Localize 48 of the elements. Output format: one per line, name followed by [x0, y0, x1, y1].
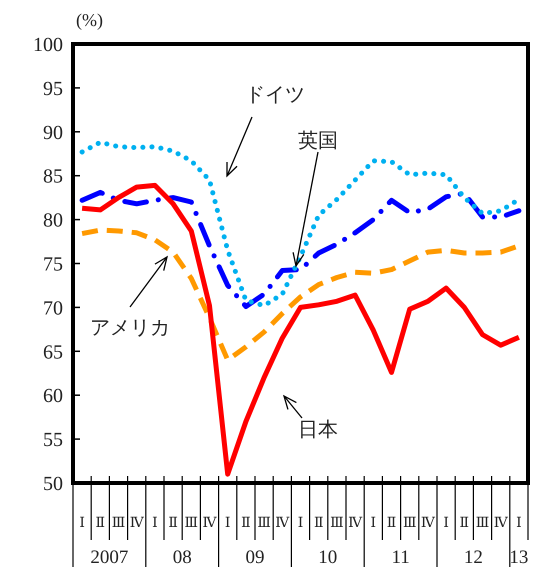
x-tick-label: Ⅱ	[168, 516, 178, 531]
x-tick-label: Ⅰ	[516, 516, 522, 531]
y-axis-title: (%)	[76, 10, 103, 30]
x-tick-label: Ⅳ	[130, 516, 145, 531]
y-tick-label: 80	[43, 210, 63, 232]
x-tick-label: Ⅱ	[386, 516, 396, 531]
y-tick-label: 70	[43, 297, 63, 320]
text: 英国	[298, 130, 338, 152]
x-tick-label: Ⅲ	[330, 516, 344, 531]
x-tick-label: Ⅰ	[443, 516, 449, 531]
y-tick-label: 85	[43, 166, 63, 188]
x-tick-label: Ⅱ	[314, 516, 324, 531]
x-tick-label: Ⅲ	[184, 516, 198, 531]
x-tick-label: Ⅳ	[202, 516, 218, 531]
x-tick-label: Ⅰ	[224, 516, 230, 531]
x-tick-label: Ⅳ	[494, 516, 509, 531]
y-tick-label: 55	[43, 429, 63, 452]
series-label: アメリカ	[90, 317, 170, 339]
x-tick-label: Ⅳ	[275, 516, 290, 531]
x-tick-label: Ⅲ	[476, 516, 490, 531]
x-tick-label: Ⅱ	[460, 516, 470, 531]
text: 10	[318, 547, 338, 567]
y-tick-label: 100	[33, 34, 63, 56]
x-tick-label: Ⅲ	[112, 516, 126, 531]
y-tick-label: 95	[43, 78, 63, 100]
y-tick-label: 50	[43, 473, 63, 495]
x-tick-label: Ⅲ	[402, 516, 416, 531]
text: 08	[172, 547, 192, 567]
text: 11	[391, 547, 410, 567]
y-tick-label: 90	[43, 122, 63, 144]
x-tick-label: Ⅱ	[241, 516, 251, 531]
x-tick-label: Ⅳ	[420, 516, 436, 531]
text: 12	[464, 547, 483, 567]
text: 2007	[90, 547, 128, 567]
text: ドイツ	[245, 84, 305, 106]
x-tick-label: Ⅰ	[298, 516, 304, 531]
x-tick-label: Ⅳ	[348, 516, 364, 531]
y-tick-label: 65	[43, 341, 63, 364]
x-tick-label: Ⅲ	[257, 516, 271, 531]
y-tick-label: 60	[43, 385, 63, 408]
text: 日本	[298, 419, 338, 441]
x-tick-label: Ⅱ	[96, 516, 106, 531]
x-tick-label: Ⅰ	[152, 516, 158, 531]
x-tick-label: Ⅰ	[79, 516, 85, 531]
text: 09	[246, 547, 264, 567]
x-tick-label: Ⅰ	[370, 516, 376, 531]
y-tick-label: 75	[43, 254, 63, 276]
text: 13	[509, 547, 528, 567]
